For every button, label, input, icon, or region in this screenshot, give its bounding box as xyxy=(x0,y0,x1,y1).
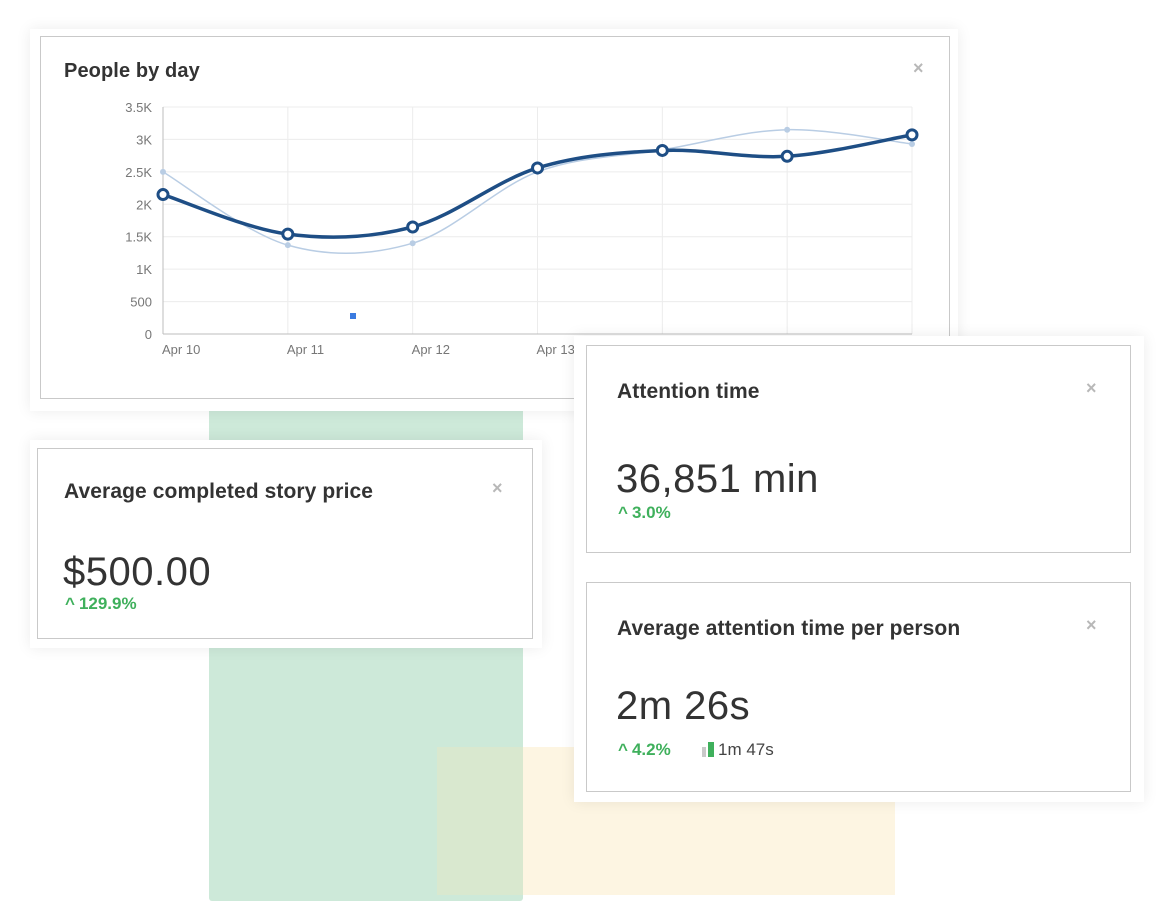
metric-value: 2m 26s xyxy=(616,684,751,728)
delta-value: 4.2% xyxy=(631,740,671,759)
comparison-value: 1m 47s xyxy=(702,740,774,762)
attention-cards-group: Attention time × 36,851 min ^ 3.0% Averag… xyxy=(574,336,1144,802)
x-tick-label: Apr 12 xyxy=(412,342,450,357)
people-by-day-chart: 0 500 1K 1.5K 2K 2.5K 3K 3.5K Apr 10 Apr 11 Apr 12… xyxy=(125,100,919,357)
story-price-panel: Average completed story price × $500.00 … xyxy=(37,448,533,639)
series-point-primary xyxy=(531,161,544,175)
series-point-comparison xyxy=(409,240,416,247)
x-tick-label: Apr 10 xyxy=(162,342,200,357)
chart-marker xyxy=(350,313,356,319)
series-point-comparison xyxy=(784,126,791,133)
close-icon[interactable]: × xyxy=(913,58,924,78)
close-icon[interactable]: × xyxy=(492,478,503,498)
card-title: People by day xyxy=(64,60,200,82)
y-tick-label: 3.5K xyxy=(125,100,152,115)
attention-time-panel: Attention time × 36,851 min ^ 3.0% xyxy=(586,345,1131,553)
delta-badge: ^ 129.9% xyxy=(65,594,137,614)
series-point-primary xyxy=(156,188,170,202)
series-point-primary xyxy=(905,128,919,142)
x-tick-label: Apr 11 xyxy=(287,342,324,357)
card-title: Average completed story price xyxy=(64,480,374,503)
close-icon[interactable]: × xyxy=(1086,378,1097,398)
close-icon[interactable]: × xyxy=(1086,615,1097,635)
background-overlap-block xyxy=(437,747,523,895)
y-tick-label: 500 xyxy=(130,295,152,310)
bar-compare-icon xyxy=(702,741,716,762)
card-title: Attention time xyxy=(617,380,760,403)
y-tick-label: 1K xyxy=(136,262,152,277)
y-tick-label: 1.5K xyxy=(125,230,152,245)
series-point-primary xyxy=(780,149,794,163)
y-tick-label: 3K xyxy=(136,132,152,147)
card-title: Average attention time per person xyxy=(617,617,961,640)
comparison-text: 1m 47s xyxy=(718,740,774,759)
metric-value: $500.00 xyxy=(63,550,212,594)
x-tick-label: Apr 13 xyxy=(537,342,575,357)
delta-badge: ^ 4.2% xyxy=(618,740,671,760)
series-point-primary xyxy=(281,227,295,241)
arrow-up-icon: ^ xyxy=(618,740,628,759)
delta-value: 129.9% xyxy=(78,594,137,613)
series-point-comparison xyxy=(160,168,166,175)
delta-value: 3.0% xyxy=(631,503,671,522)
y-tick-label: 2K xyxy=(136,197,152,212)
series-point-primary xyxy=(655,143,669,157)
delta-badge: ^ 3.0% xyxy=(618,503,671,523)
y-tick-label: 2.5K xyxy=(125,165,152,180)
avg-attention-panel: Average attention time per person × 2m 2… xyxy=(586,582,1131,792)
y-tick-label: 0 xyxy=(145,327,152,342)
arrow-up-icon: ^ xyxy=(618,503,628,522)
series-point-comparison xyxy=(284,242,291,249)
series-point-primary xyxy=(406,220,420,234)
story-price-card: Average completed story price × $500.00 … xyxy=(30,440,542,648)
arrow-up-icon: ^ xyxy=(65,594,75,613)
series-point-comparison xyxy=(909,140,915,147)
metric-value: 36,851 min xyxy=(616,457,819,501)
